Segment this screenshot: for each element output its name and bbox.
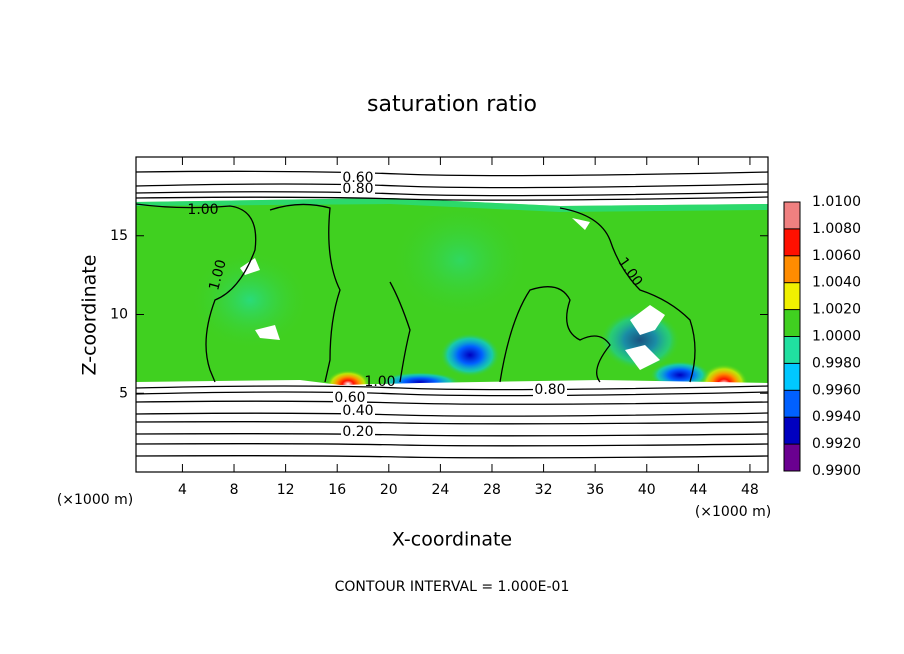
colorbar-tick-label: 0.9900 [812,463,861,479]
contour-label: 0.80 [342,181,373,197]
colorbar-tick-label: 1.0000 [812,329,861,345]
colorbar-tick-label: 1.0040 [812,275,861,291]
x-tick-label: 36 [586,482,604,498]
colorbar-band [784,390,800,418]
contour-label: 1.00 [187,202,218,218]
contour-label: 0.40 [342,403,373,419]
contour-label-bg [341,171,375,185]
y-tick-label: 10 [110,307,128,323]
colorbar-tick-label: 0.9960 [812,382,861,398]
colorbar-tick-label: 0.9920 [812,436,861,452]
y-tick-label: 5 [119,385,128,401]
contour-labels: 0.600.801.001.00 1.001.00 0.800.600.400.20 [187,170,645,440]
x-tick-label: 8 [230,482,239,498]
contour-label-bg [341,182,375,196]
colorbar-tick-label: 1.0100 [812,194,861,210]
colorbar-tick-label: 1.0020 [812,302,861,318]
x-tick-label: 44 [689,482,707,498]
colorbar-band [784,309,800,337]
contour-label-bg [533,383,567,397]
colorbar-band [784,228,800,256]
x-tick-label: 12 [277,482,295,498]
x-axis-label: X-coordinate [392,529,512,551]
colorbar-band [784,444,800,471]
colorbar-tick-label: 1.0080 [812,221,861,237]
contour-label: 0.60 [334,390,365,406]
contour-label-bg [333,391,367,405]
y-tick-label: 15 [110,228,128,244]
y-axis-label: Z-coordinate [79,255,101,376]
chart-title: saturation ratio [367,92,537,117]
contour-label: 1.00 [206,258,230,292]
contour-label: 0.80 [534,382,565,398]
colorbar-band [784,336,800,364]
contour-label-bg [341,404,375,418]
colorbar-band [784,255,800,283]
colorbar-band [784,417,800,445]
x-unit: (×1000 m) [695,504,771,520]
x-tick-label: 24 [431,482,449,498]
colorbar-tick-label: 0.9980 [812,355,861,371]
x-tick-label: 4 [178,482,187,498]
x-tick-label: 32 [535,482,553,498]
contour-label: 1.00 [364,374,395,390]
contour-label: 0.20 [342,424,373,440]
colorbar-band [784,363,800,391]
x-tick-label: 16 [328,482,346,498]
x-tick-label: 28 [483,482,501,498]
x-tick-label: 20 [380,482,398,498]
x-unit: (×1000 m) [57,492,133,508]
colorbar-band [784,282,800,310]
footer: CONTOUR INTERVAL = 1.000E-01 [335,579,570,595]
x-tick-label: 48 [741,482,759,498]
colorbar-tick-label: 0.9940 [812,409,861,425]
contour-label-bg [341,425,375,439]
colorbar-band [784,202,800,229]
field [136,157,768,472]
colorbar-tick-label: 1.0060 [812,248,861,264]
x-tick-label: 40 [638,482,656,498]
